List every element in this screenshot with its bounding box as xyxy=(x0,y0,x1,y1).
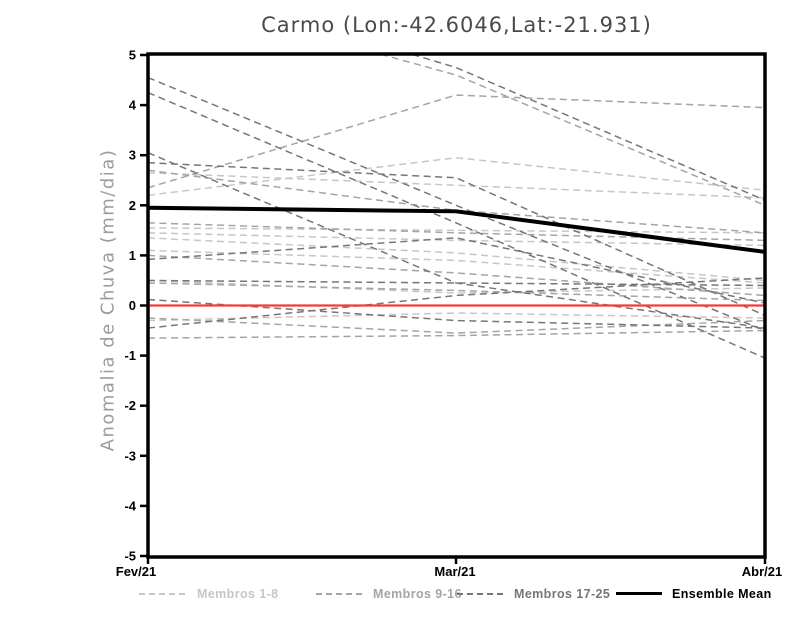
legend-label: Membros 9-16 xyxy=(373,587,462,601)
y-tick-label: -1 xyxy=(124,348,136,363)
member-line xyxy=(148,249,765,284)
legend-solid-line-swatch xyxy=(616,592,662,595)
member-line xyxy=(148,91,765,359)
legend-label: Membros 17-25 xyxy=(514,587,611,601)
x-tick-label: Mar/21 xyxy=(434,564,475,579)
y-tick-label: -4 xyxy=(124,498,136,513)
y-tick-label: 1 xyxy=(129,248,136,263)
legend-label: Membros 1-8 xyxy=(197,587,279,601)
y-tick-label: -2 xyxy=(124,398,136,413)
member-line xyxy=(408,54,765,201)
ensemble-mean-line xyxy=(148,205,765,254)
y-tick-label: 0 xyxy=(129,298,136,313)
member-line xyxy=(148,76,765,332)
x-tick-label: Abr/21 xyxy=(742,564,782,579)
member-line xyxy=(148,282,765,302)
member-line xyxy=(148,152,765,329)
x-tick-label: Fev/21 xyxy=(116,564,156,579)
y-tick-label: 5 xyxy=(129,48,136,63)
chart-title: Carmo (Lon:-42.6046,Lat:-21.931) xyxy=(261,13,652,37)
member-line xyxy=(148,254,765,297)
legend-dashed-line-swatch xyxy=(316,593,362,595)
y-tick-label: 4 xyxy=(129,98,137,113)
member-line xyxy=(148,171,765,199)
member-line xyxy=(148,161,765,317)
member-line xyxy=(148,94,765,189)
legend-dashed-line-swatch xyxy=(457,593,503,595)
member-line xyxy=(148,298,765,329)
y-tick-label: 3 xyxy=(129,148,136,163)
legend-dashed-line-swatch xyxy=(139,593,185,595)
legend-label: Ensemble Mean xyxy=(672,587,772,601)
member-line xyxy=(148,237,765,304)
member-line xyxy=(148,227,765,234)
member-line xyxy=(377,54,765,206)
y-tick-label: -3 xyxy=(124,448,136,463)
chart-legend: Membros 1-8 Membros 9-16 Membros 17-25 Ense… xyxy=(0,586,800,604)
member-line xyxy=(148,329,765,339)
member-line xyxy=(148,317,765,334)
y-tick-label: -5 xyxy=(124,549,136,564)
y-tick-label: 2 xyxy=(129,198,136,213)
